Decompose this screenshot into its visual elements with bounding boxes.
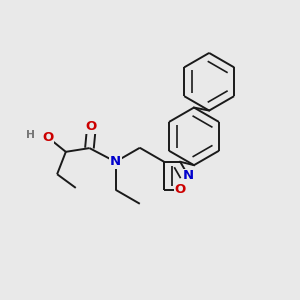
Text: H: H	[26, 130, 34, 140]
Text: O: O	[42, 131, 53, 144]
Text: O: O	[86, 121, 97, 134]
Text: O: O	[175, 183, 186, 196]
Text: N: N	[110, 155, 121, 168]
Text: N: N	[183, 169, 194, 182]
